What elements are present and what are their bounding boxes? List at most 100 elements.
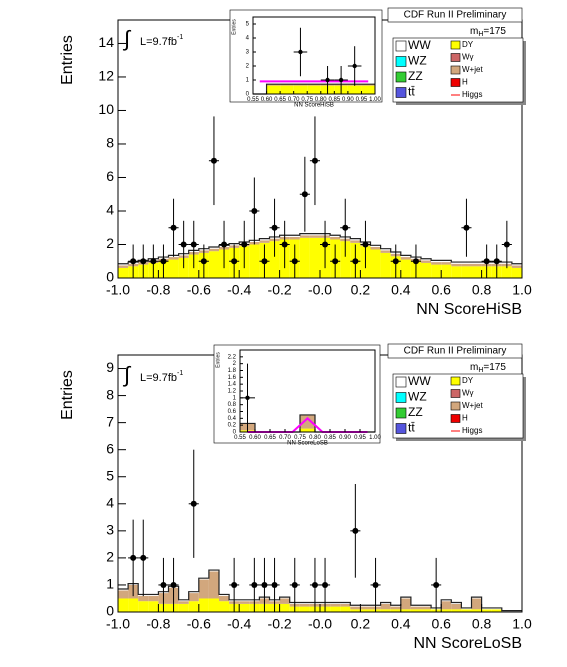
stack-bar: [330, 602, 341, 604]
data-point: [322, 241, 329, 248]
stack-bar: [289, 235, 300, 237]
mass-subscript: H: [478, 367, 483, 374]
stack-bar: [370, 247, 381, 250]
y-tick-label: 12: [98, 68, 114, 84]
x-tick-label: 0.2: [351, 615, 371, 631]
luminosity-exponent: -1: [177, 34, 183, 41]
stack-bar: [461, 266, 472, 278]
y-tick-label: 1.2: [228, 389, 237, 395]
mass-label: mH=175: [470, 362, 506, 374]
x-tick-label: 0.60: [249, 435, 261, 441]
stack-bar: [299, 233, 310, 236]
stack-bar: [471, 598, 482, 610]
stack-bar: [481, 607, 492, 610]
stack-bar: [370, 249, 381, 278]
data-point: [140, 258, 147, 265]
x-tick-label: 0.90: [342, 97, 354, 103]
y-tick-label: 1: [233, 395, 237, 401]
legend-swatch: [395, 407, 407, 419]
stack-bar: [219, 601, 230, 612]
y-tick-label: 2: [106, 549, 114, 565]
stack-bar: [451, 602, 462, 604]
legend-swatch: [395, 392, 407, 403]
y-tick-label: 0.8: [228, 402, 237, 408]
stack-bar: [410, 609, 421, 612]
data-point: [352, 527, 359, 534]
stack-bar: [360, 606, 371, 610]
y-tick-label: 4: [106, 494, 114, 510]
stack-bar: [208, 251, 219, 278]
data-point: [261, 581, 268, 588]
stack-bar: [208, 247, 219, 249]
y-tick-label: 0.2: [228, 423, 237, 429]
stack-bar: [219, 595, 230, 602]
stack-bar: [410, 606, 421, 610]
mass-value: =175: [483, 362, 506, 373]
stack-bar: [299, 603, 310, 607]
data-point: [210, 157, 217, 164]
stack-bar: [118, 265, 129, 268]
stack-bar: [330, 603, 341, 607]
y-tick-label: 14: [98, 34, 114, 50]
x-tick-label: -0.4: [227, 615, 251, 631]
stack-bar: [239, 603, 250, 612]
x-tick-label: -0.0: [308, 281, 332, 297]
data-point: [433, 581, 440, 588]
legend-swatch: [450, 40, 461, 50]
data-point: [160, 581, 167, 588]
data-point: [352, 258, 359, 265]
data-point: [271, 224, 278, 231]
stack-bar: [451, 266, 462, 278]
x-tick-label: 0.85: [328, 97, 340, 103]
x-tick-label: -0.6: [187, 615, 211, 631]
stack-bar: [280, 84, 294, 86]
inset-y-label: Entries: [231, 19, 237, 35]
stack-bar: [198, 578, 209, 580]
stack-bar: [390, 605, 401, 607]
stack-bar: [360, 605, 371, 607]
header: CDF Run II Preliminary: [404, 10, 507, 21]
data-point: [281, 241, 288, 248]
legend-swatch: [450, 65, 461, 75]
legend-label: WW: [408, 374, 431, 388]
stack-bar: [118, 589, 129, 591]
stack-bar: [309, 237, 320, 278]
stack-bar: [208, 598, 219, 612]
legend-label: Wγ: [462, 389, 474, 398]
stack-bar: [289, 236, 300, 240]
stack-bar: [138, 601, 149, 612]
data-point: [311, 581, 318, 588]
legend-label: tt̄: [408, 85, 415, 99]
x-tick-label: 0.85: [324, 435, 336, 441]
stack-bar: [350, 238, 361, 241]
data-point: [130, 554, 137, 561]
data-point: [190, 500, 197, 507]
x-tick-label: 1.00: [369, 97, 381, 103]
x-tick-label: -0.8: [146, 615, 170, 631]
stack-bar: [431, 262, 442, 265]
data-point: [251, 581, 258, 588]
legend-label: WW: [408, 38, 431, 52]
legend-swatch: [450, 414, 461, 423]
stack-bar: [208, 570, 219, 572]
y-tick-label: 2.2: [228, 354, 237, 360]
stack-bar: [307, 84, 321, 86]
legend-label: DY: [462, 376, 474, 385]
x-tick-label: 0.60: [261, 97, 273, 103]
stack-bar: [511, 267, 522, 278]
stack-bar: [441, 264, 452, 278]
stack-bar: [461, 607, 472, 610]
stack-bar: [431, 264, 442, 278]
stack-bar: [471, 609, 482, 612]
stack-bar: [198, 598, 209, 612]
data-point: [483, 258, 490, 265]
legend-swatch: [450, 401, 461, 411]
stack-bar: [309, 235, 320, 238]
stack-bar: [511, 610, 522, 612]
stack-bar: [128, 598, 139, 612]
stack-bar: [178, 603, 189, 612]
stack-bar: [340, 603, 351, 607]
x-tick-label: -0.8: [146, 281, 170, 297]
legend-label: tt̄: [408, 421, 415, 435]
